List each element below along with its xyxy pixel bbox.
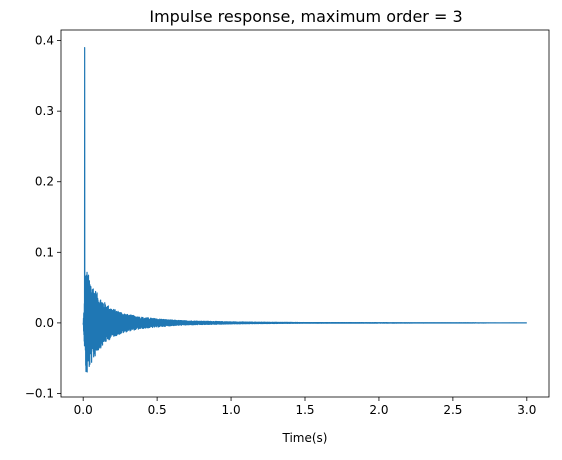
y-tick-label: 0.1 (35, 245, 54, 259)
x-tick-label: 2.5 (443, 403, 462, 417)
y-tick-label: 0.3 (35, 104, 54, 118)
x-tick-label: 1.5 (295, 403, 314, 417)
y-tick-label: −0.1 (25, 386, 54, 400)
x-tick-label: 0.5 (148, 403, 167, 417)
chart-title: Impulse response, maximum order = 3 (149, 7, 462, 26)
x-tick-label: 2.0 (369, 403, 388, 417)
x-axis-label: Time(s) (282, 431, 328, 445)
x-tick-label: 0.0 (74, 403, 93, 417)
y-tick-label: 0.0 (35, 316, 54, 330)
x-tick-label: 1.0 (222, 403, 241, 417)
impulse-response-line (82, 47, 528, 373)
series-layer (82, 47, 528, 373)
x-axis-ticks: 0.0 0.5 1.0 1.5 2.0 2.5 3.0 (74, 397, 536, 417)
y-axis-ticks: −0.1 0.0 0.1 0.2 0.3 0.4 (25, 34, 61, 400)
x-tick-label: 3.0 (517, 403, 536, 417)
plot-area-frame (60, 29, 550, 398)
y-tick-label: 0.2 (35, 175, 54, 189)
y-tick-label: 0.4 (35, 34, 54, 48)
